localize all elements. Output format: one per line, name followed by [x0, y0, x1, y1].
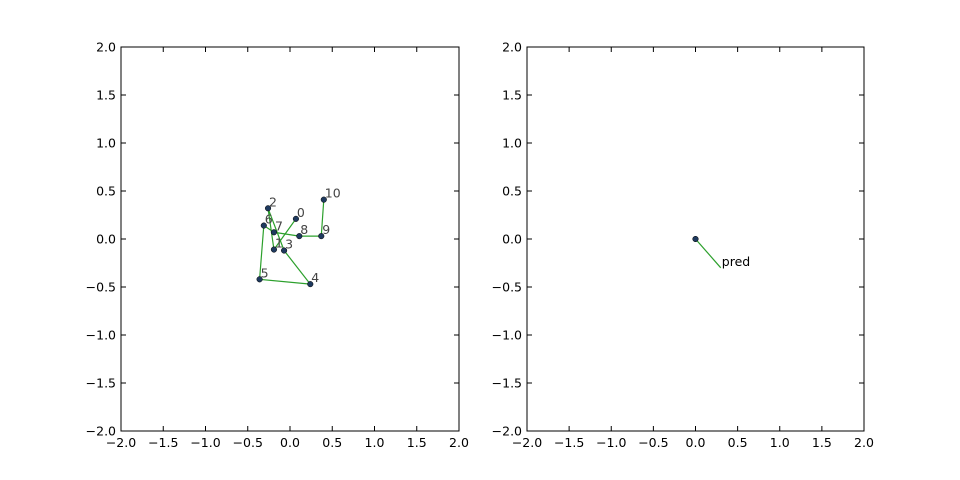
point	[318, 233, 325, 240]
x-tick-label: −2.0	[106, 435, 136, 450]
axes-frame	[120, 46, 460, 432]
x-tick-label: −0.5	[638, 435, 668, 450]
x-tick-label: −2.0	[512, 435, 542, 450]
x-tick-label: 0.0	[280, 435, 300, 450]
point	[296, 233, 303, 240]
y-tick-label: −0.5	[492, 280, 522, 295]
y-tick-label: −2.0	[492, 424, 522, 439]
x-tick-label: −1.5	[148, 435, 178, 450]
point	[320, 196, 327, 203]
y-tick-label: −1.0	[86, 328, 116, 343]
point	[270, 246, 277, 253]
point-label: 5	[261, 265, 269, 280]
point-label: 3	[285, 237, 293, 252]
x-tick-label: 1.5	[812, 435, 832, 450]
point-label: 0	[297, 205, 305, 220]
line	[695, 238, 722, 269]
x-tick-label: −1.0	[596, 435, 626, 450]
x-tick-label: 1.5	[407, 435, 427, 450]
x-tick-label: −0.5	[233, 435, 263, 450]
point	[292, 215, 299, 222]
y-tick-label: −2.0	[86, 424, 116, 439]
y-tick-label: 1.0	[96, 136, 116, 151]
y-tick-label: 1.5	[96, 88, 116, 103]
y-tick-label: −0.5	[86, 280, 116, 295]
point-label: 8	[300, 222, 308, 237]
point-label: pred	[722, 254, 750, 269]
point	[256, 276, 263, 283]
y-tick-label: 0.5	[96, 184, 116, 199]
y-tick-label: −1.0	[492, 328, 522, 343]
y-tick-label: 0.0	[502, 232, 522, 247]
point	[270, 229, 277, 236]
point-label: 6	[265, 212, 273, 227]
y-tick-label: 2.0	[502, 40, 522, 55]
x-tick-label: 2.0	[854, 435, 874, 450]
y-tick-label: −1.5	[492, 376, 522, 391]
point	[307, 281, 314, 288]
point-label: 9	[322, 222, 330, 237]
point	[260, 222, 267, 229]
y-tick-label: 0.0	[96, 232, 116, 247]
x-tick-label: 0.5	[322, 435, 342, 450]
y-tick-label: 1.5	[502, 88, 522, 103]
point-label: 4	[311, 270, 319, 285]
y-tick-label: 1.0	[502, 136, 522, 151]
x-tick-label: −1.0	[190, 435, 220, 450]
x-tick-label: 1.0	[365, 435, 385, 450]
y-tick-label: −1.5	[86, 376, 116, 391]
point	[692, 235, 699, 243]
point	[264, 205, 272, 212]
x-tick-label: 1.0	[770, 435, 790, 450]
y-tick-label: 0.5	[502, 184, 522, 199]
x-tick-label: −1.5	[554, 435, 584, 450]
x-tick-label: 0.0	[686, 435, 706, 450]
point-label: 2	[269, 194, 277, 209]
point	[281, 247, 288, 254]
x-tick-label: 0.5	[728, 435, 748, 450]
point-label: 1	[275, 236, 283, 251]
x-tick-label: 2.0	[449, 435, 469, 450]
y-tick-label: 2.0	[96, 40, 116, 55]
point-label: 7	[275, 218, 283, 233]
point-label: 10	[325, 186, 341, 201]
